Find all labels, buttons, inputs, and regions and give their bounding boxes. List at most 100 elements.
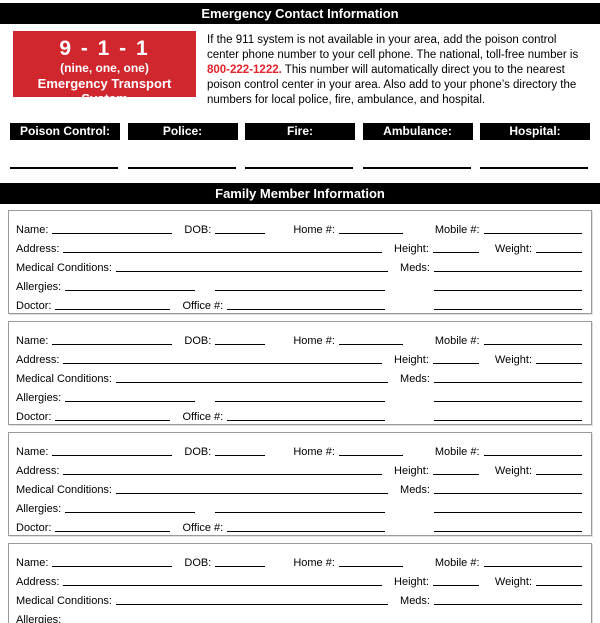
address-label: Address: (16, 354, 60, 366)
dob-label: DOB: (184, 335, 212, 347)
weight-blank-line (536, 252, 582, 253)
member-row-identity: Name: DOB: Home #: Mobile #: (16, 218, 582, 237)
contact-col-poison-control: Poison Control: (10, 123, 120, 169)
police-label: Police: (127, 123, 238, 140)
family-member-card: Name: DOB: Home #: Mobile #: Address: He… (8, 321, 592, 425)
allergies-label: Allergies: (16, 614, 62, 623)
height-blank-line (432, 252, 479, 253)
height-label: Height: (394, 576, 429, 588)
dob-label: DOB: (184, 446, 212, 458)
name-blank-line (52, 233, 173, 234)
medical-conditions-label: Medical Conditions: (16, 373, 112, 385)
dob-blank-line (215, 233, 266, 234)
allergies-label: Allergies: (16, 392, 62, 404)
medical-conditions-blank-line (116, 271, 389, 272)
weight-blank-line (536, 363, 582, 364)
height-blank-line (432, 474, 479, 475)
mobile-phone-blank-line (483, 233, 582, 234)
address-blank-line (63, 252, 383, 253)
meds-continuation-line-2 (434, 420, 582, 421)
meds-blank-line (434, 493, 582, 494)
medical-conditions-continuation-line (215, 512, 385, 513)
member-row-address: Address: Height: Weight: (16, 459, 582, 478)
family-member-card: Name: DOB: Home #: Mobile #: Address: He… (8, 432, 592, 536)
meds-continuation-line-2 (434, 531, 582, 532)
member-row-identity: Name: DOB: Home #: Mobile #: (16, 551, 582, 570)
address-blank-line (63, 363, 383, 364)
poison-control-blank-line (10, 167, 118, 169)
name-label: Name: (16, 335, 49, 347)
contact-col-police: Police: (127, 123, 238, 169)
emergency-contacts-row: Poison Control: Police: Fire: Ambulance:… (10, 123, 590, 169)
weight-label: Weight: (494, 576, 532, 588)
mobile-phone-blank-line (483, 566, 582, 567)
weight-blank-line (536, 585, 582, 586)
address-label: Address: (16, 576, 60, 588)
office-phone-label: Office #: (182, 411, 224, 423)
weight-label: Weight: (494, 243, 532, 255)
family-member-card: Name: DOB: Home #: Mobile #: Address: He… (8, 210, 592, 314)
hospital-label: Hospital: (480, 123, 590, 140)
dob-label: DOB: (184, 557, 212, 569)
dob-blank-line (215, 455, 266, 456)
weight-blank-line (536, 474, 582, 475)
allergies-blank-line (65, 401, 196, 402)
mobile-phone-blank-line (483, 455, 582, 456)
home-phone-blank-line (338, 233, 403, 234)
office-phone-blank-line (227, 420, 385, 421)
911-number: 9 - 1 - 1 (59, 37, 150, 60)
medical-conditions-blank-line (116, 493, 389, 494)
name-label: Name: (16, 224, 49, 236)
home-phone-blank-line (338, 455, 403, 456)
medical-conditions-continuation-line (215, 401, 385, 402)
home-phone-label: Home #: (293, 335, 335, 347)
medical-conditions-label: Medical Conditions: (16, 484, 112, 496)
ambulance-blank-line (362, 167, 471, 169)
doctor-blank-line (55, 531, 171, 532)
height-label: Height: (394, 243, 429, 255)
meds-label: Meds: (400, 373, 430, 385)
name-blank-line (52, 455, 173, 456)
height-label: Height: (394, 465, 429, 477)
meds-label: Meds: (400, 595, 430, 607)
member-row-address: Address: Height: Weight: (16, 348, 582, 367)
meds-blank-line (434, 382, 582, 383)
contact-col-ambulance: Ambulance: (362, 123, 473, 169)
home-phone-label: Home #: (293, 557, 335, 569)
member-row-allergies: Allergies: (16, 275, 582, 294)
home-phone-label: Home #: (293, 446, 335, 458)
member-row-medical: Medical Conditions: Meds: (16, 478, 582, 497)
address-blank-line (63, 585, 383, 586)
weight-label: Weight: (494, 465, 532, 477)
medical-conditions-label: Medical Conditions: (16, 262, 112, 274)
home-phone-blank-line (338, 344, 403, 345)
medical-conditions-blank-line (116, 382, 389, 383)
office-phone-blank-line (227, 309, 385, 310)
doctor-label: Doctor: (16, 411, 52, 423)
home-phone-blank-line (338, 566, 403, 567)
police-blank-line (127, 167, 236, 169)
poison-control-paragraph: If the 911 system is not available in yo… (207, 31, 590, 108)
member-row-identity: Name: DOB: Home #: Mobile #: (16, 329, 582, 348)
height-blank-line (432, 363, 479, 364)
meds-continuation-line-1 (434, 512, 582, 513)
member-row-allergies: Allergies: (16, 386, 582, 405)
office-phone-blank-line (227, 531, 385, 532)
address-label: Address: (16, 243, 60, 255)
address-blank-line (63, 474, 383, 475)
meds-continuation-line-1 (434, 290, 582, 291)
member-row-address: Address: Height: Weight: (16, 237, 582, 256)
family-members: Name: DOB: Home #: Mobile #: Address: He… (8, 210, 592, 623)
medical-conditions-continuation-line (215, 290, 385, 291)
member-row-allergies: Allergies: (16, 608, 582, 623)
office-phone-label: Office #: (182, 300, 224, 312)
poison-control-label: Poison Control: (10, 123, 120, 140)
doctor-blank-line (55, 309, 171, 310)
medical-conditions-blank-line (116, 604, 389, 605)
office-phone-label: Office #: (182, 522, 224, 534)
fire-label: Fire: (245, 123, 355, 140)
height-label: Height: (394, 354, 429, 366)
name-blank-line (52, 344, 173, 345)
name-blank-line (52, 566, 173, 567)
